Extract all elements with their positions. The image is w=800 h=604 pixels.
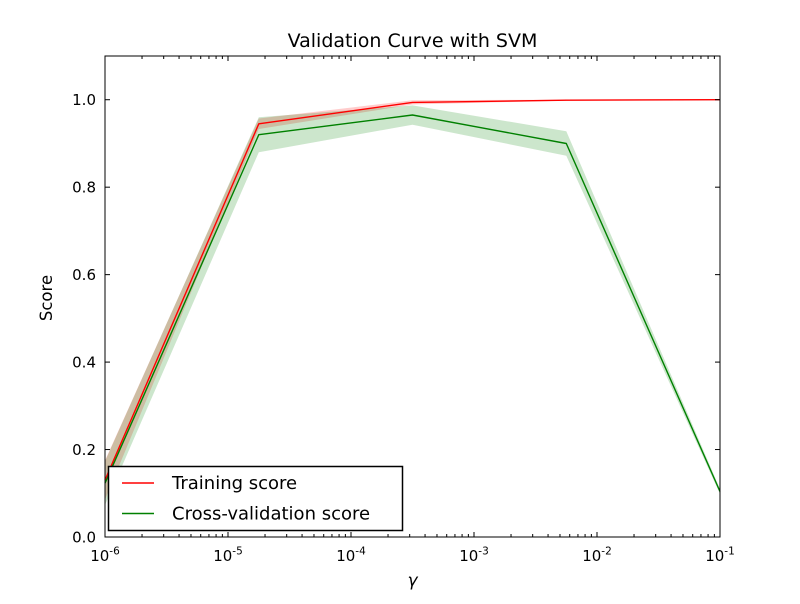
training-score-line (104, 99, 721, 481)
y-tick-label: 1.0 (72, 91, 96, 109)
legend-box (107, 465, 404, 532)
y-tick-label: 0.6 (72, 266, 96, 284)
y-axis-label: Score (37, 275, 56, 321)
x-tick-label: 10-4 (336, 546, 366, 566)
y-tick-label: 0.2 (72, 441, 96, 459)
x-axis-label: γ (407, 571, 418, 591)
training-score-band (105, 99, 720, 500)
y-tick-label: 0.0 (72, 529, 96, 547)
x-tick-label: 10-2 (582, 546, 612, 566)
x-tick-label: 10-5 (213, 546, 243, 566)
legend-label: Cross-validation score (172, 504, 370, 525)
x-tick-label: 10-3 (459, 546, 489, 566)
chart-title: Validation Curve with SVM (288, 30, 538, 52)
cross-validation-score-line (104, 114, 721, 492)
legend-label: Training score (171, 473, 297, 494)
axes-frame (104, 55, 721, 538)
x-tick-label: 10-6 (90, 546, 120, 566)
cross-validation-score-band (105, 105, 720, 506)
y-tick-label: 0.4 (72, 354, 96, 372)
y-tick-label: 0.8 (72, 179, 96, 197)
x-tick-label: 10-1 (705, 546, 735, 566)
